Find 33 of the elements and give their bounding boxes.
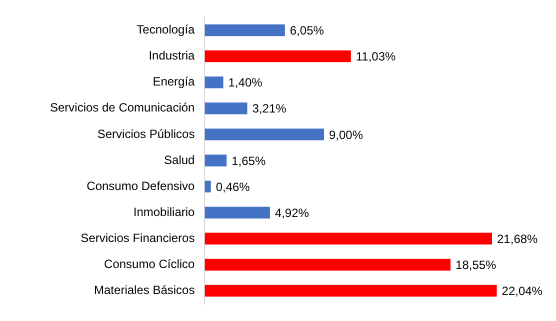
bar [204, 154, 227, 166]
data-label: 22,04% [502, 284, 543, 298]
bar [204, 284, 497, 297]
bar [204, 76, 224, 88]
bar [204, 128, 324, 140]
bar [204, 180, 211, 192]
y-tick-label: Inmobiliario [133, 204, 196, 219]
data-label: 0,46% [216, 180, 250, 194]
y-tick-label: Tecnología [136, 22, 196, 37]
bar [204, 24, 285, 36]
y-tick-label: Consumo Cíclico [104, 257, 196, 272]
data-label: 9,00% [328, 128, 364, 142]
y-tick-label: Industria [148, 48, 196, 63]
y-tick-label: Servicios de Comunicación [50, 100, 195, 115]
y-tick-label: Materiales Básicos [94, 283, 195, 298]
data-label: 1,40% [228, 76, 263, 90]
y-tick-label: Consumo Defensivo [86, 178, 196, 193]
bar [204, 258, 451, 271]
data-label: 4,92% [274, 206, 310, 220]
data-label: 18,55% [456, 258, 497, 272]
y-tick-label: Servicios Financieros [80, 230, 195, 245]
data-label: 3,21% [252, 102, 287, 116]
data-label: 1,65% [232, 154, 266, 168]
bar [204, 206, 270, 218]
bar [204, 102, 248, 114]
bar [204, 232, 492, 245]
bar [204, 50, 351, 62]
y-tick-label: Servicios Públicos [97, 126, 195, 141]
data-label: 6,05% [290, 24, 324, 38]
data-label: 21,68% [497, 232, 538, 246]
y-tick-label: Salud [164, 152, 195, 167]
y-tick-label: Energía [152, 74, 196, 89]
data-label: 11,03% [356, 50, 396, 64]
